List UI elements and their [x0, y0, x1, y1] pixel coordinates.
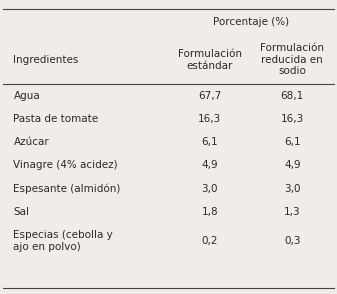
Text: 68,1: 68,1	[281, 91, 304, 101]
Text: 16,3: 16,3	[198, 114, 221, 124]
Text: 6,1: 6,1	[202, 137, 218, 147]
Text: 6,1: 6,1	[284, 137, 301, 147]
Text: Ingredientes: Ingredientes	[13, 55, 79, 65]
Text: Especias (cebolla y
ajo en polvo): Especias (cebolla y ajo en polvo)	[13, 230, 113, 252]
Text: 1,8: 1,8	[202, 207, 218, 217]
Text: 4,9: 4,9	[284, 160, 301, 170]
Text: Azúcar: Azúcar	[13, 137, 49, 147]
Text: 16,3: 16,3	[281, 114, 304, 124]
Text: Pasta de tomate: Pasta de tomate	[13, 114, 99, 124]
Text: 3,0: 3,0	[284, 183, 301, 193]
Text: Espesante (almidón): Espesante (almidón)	[13, 183, 121, 194]
Text: 1,3: 1,3	[284, 207, 301, 217]
Text: 3,0: 3,0	[202, 183, 218, 193]
Text: Vinagre (4% acidez): Vinagre (4% acidez)	[13, 160, 118, 170]
Text: 0,3: 0,3	[284, 236, 301, 246]
Text: Agua: Agua	[13, 91, 40, 101]
Text: Formulación
reducida en
sodio: Formulación reducida en sodio	[261, 43, 324, 76]
Text: 67,7: 67,7	[198, 91, 221, 101]
Text: Formulación
estándar: Formulación estándar	[178, 49, 242, 71]
Text: 0,2: 0,2	[202, 236, 218, 246]
Text: Porcentaje (%): Porcentaje (%)	[213, 17, 289, 27]
Text: 4,9: 4,9	[202, 160, 218, 170]
Text: Sal: Sal	[13, 207, 29, 217]
